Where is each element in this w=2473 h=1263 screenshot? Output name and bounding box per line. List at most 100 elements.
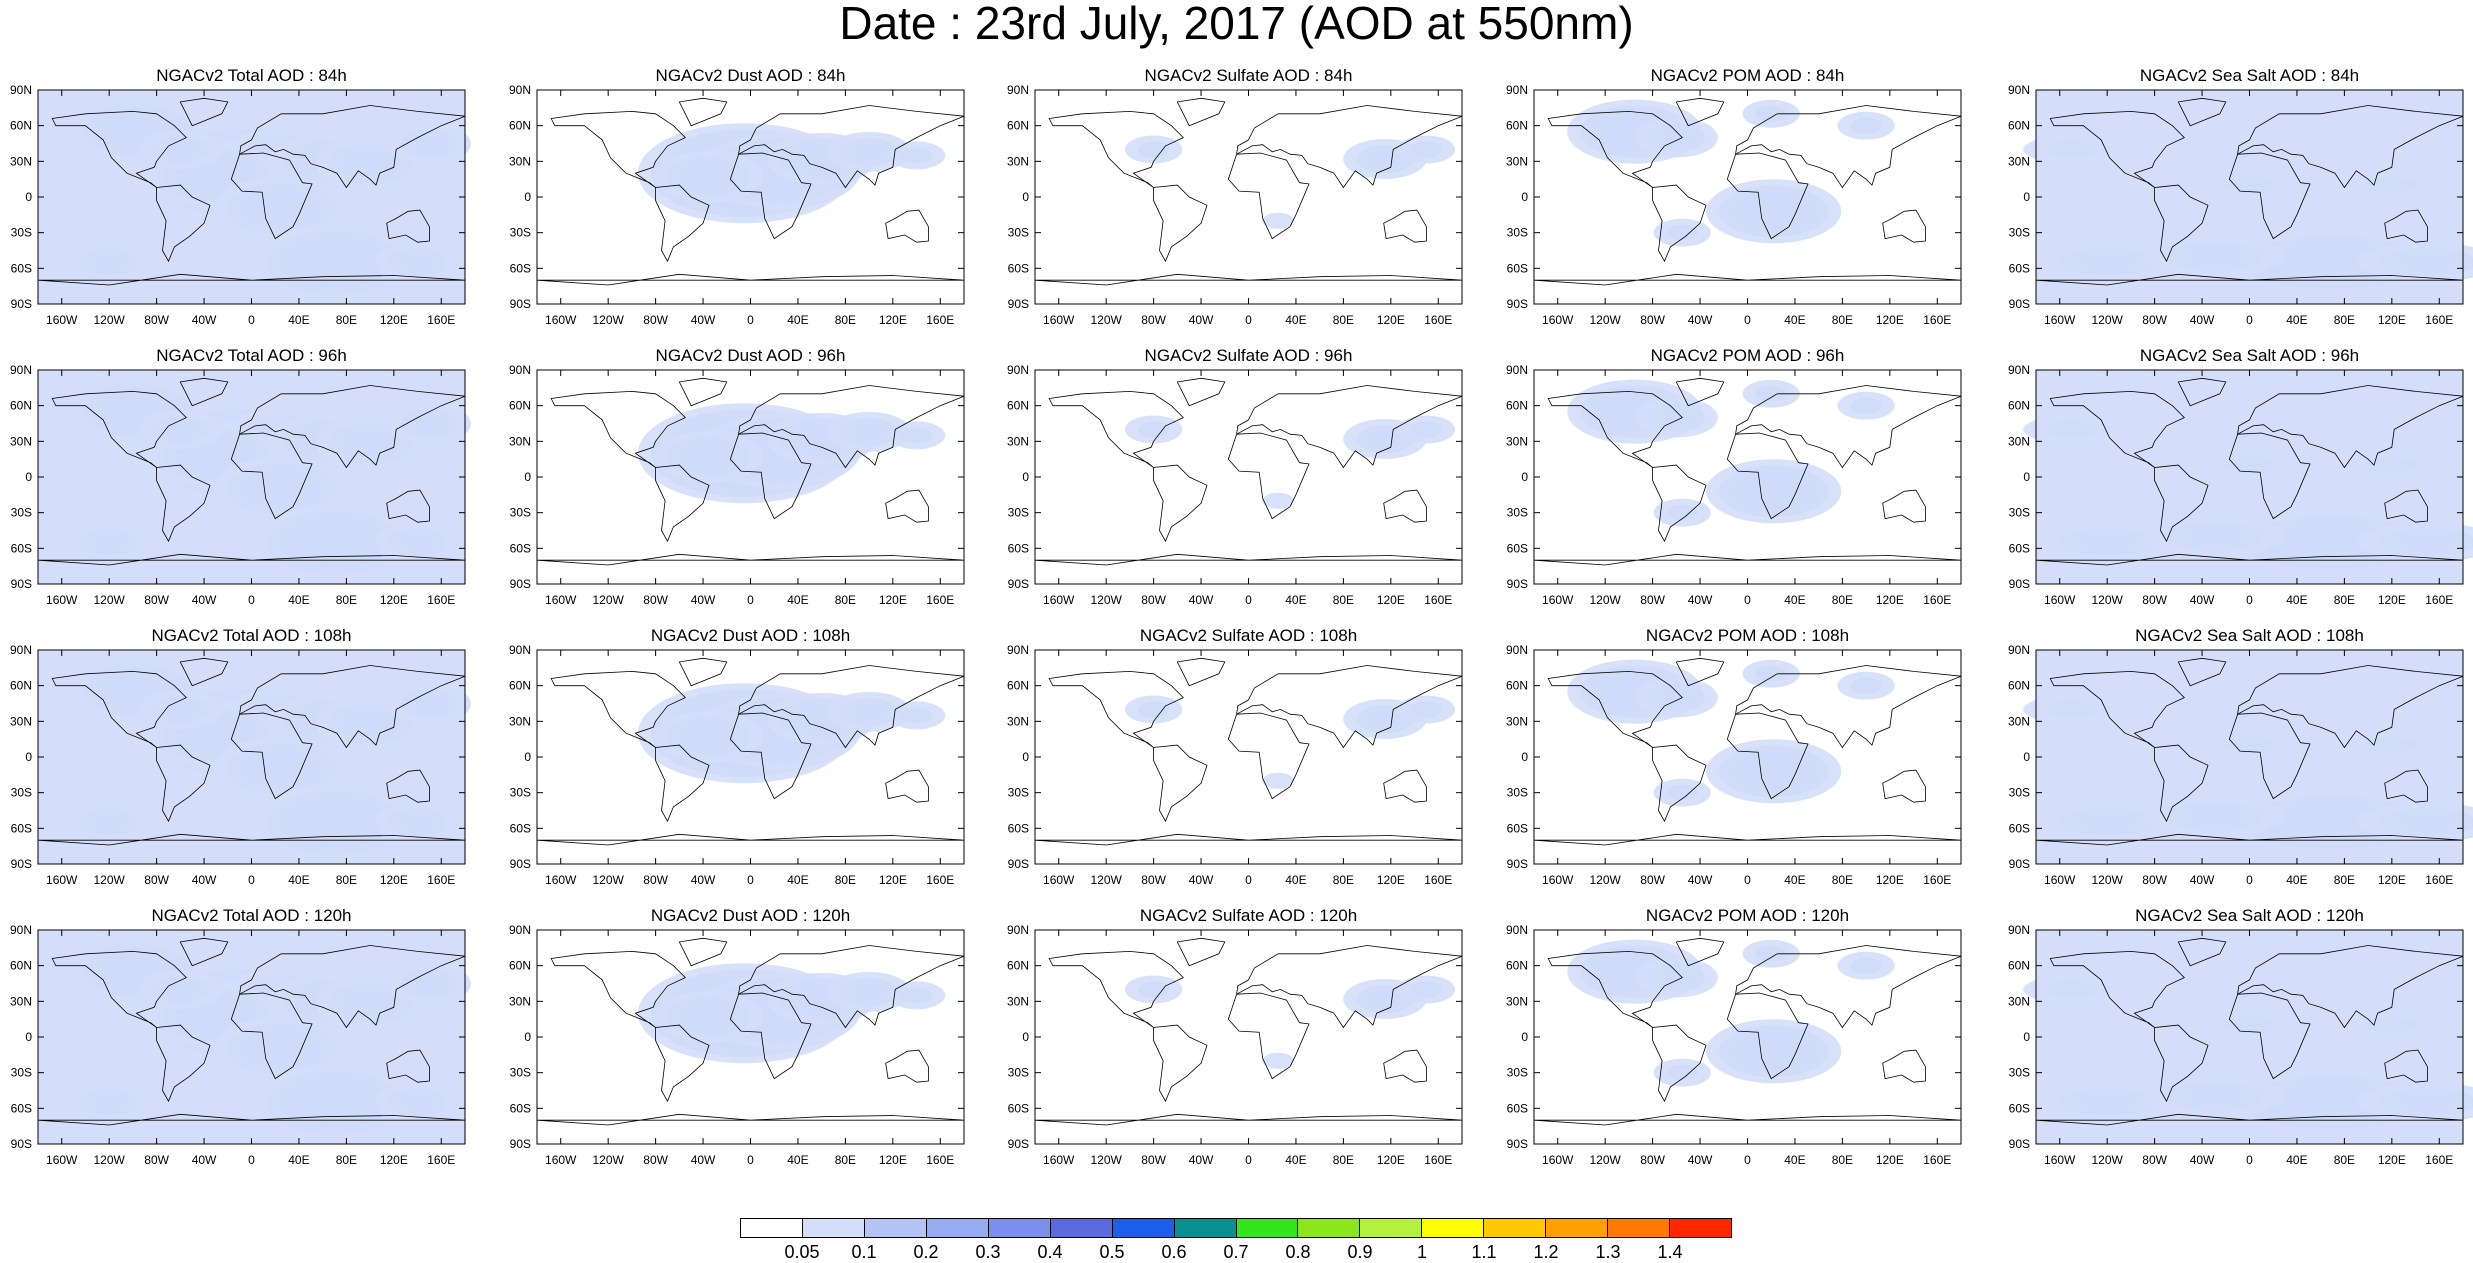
panel-title: NGACv2 Dust AOD : 120h bbox=[650, 906, 851, 925]
panel-title: NGACv2 Sea Salt AOD : 96h bbox=[2139, 346, 2360, 365]
longitude-tick-label: 120W bbox=[2091, 873, 2123, 887]
latitude-tick-label: 60S bbox=[1008, 261, 1029, 275]
coastline bbox=[51, 670, 187, 748]
latitude-tick-label: 90S bbox=[11, 577, 32, 591]
longitude-tick-label: 120W bbox=[592, 313, 624, 327]
map-plot-area: 90N 60N 30N 0 30S 60S 90S 160W 120W 80W 40W 0 40E 80E… bbox=[2008, 83, 2473, 327]
longitude-tick-label: 120E bbox=[1876, 873, 1904, 887]
map-panel: NGACv2 POM AOD : 84h 90N 60N 30N 0 30S 60S 90S 1… bbox=[1496, 66, 1966, 340]
latitude-tick-label: 90N bbox=[1007, 363, 1029, 377]
latitude-tick-label: 30S bbox=[510, 786, 531, 800]
longitude-tick-label: 160W bbox=[1043, 873, 1075, 887]
coastline bbox=[1726, 432, 1809, 520]
longitude-tick-label: 0 bbox=[248, 1153, 255, 1167]
latitude-tick-label: 30N bbox=[1506, 434, 1528, 448]
aod-blob bbox=[887, 981, 946, 1010]
latitude-tick-label: 60S bbox=[11, 261, 32, 275]
coastline bbox=[2049, 670, 2185, 748]
coastline bbox=[729, 712, 812, 800]
latitude-tick-label: 30N bbox=[509, 154, 531, 168]
aod-blob bbox=[2343, 171, 2441, 200]
colorbar-swatch bbox=[926, 1219, 989, 1237]
colorbar-swatches bbox=[740, 1218, 1732, 1238]
panel-title: NGACv2 Total AOD : 108h bbox=[151, 626, 352, 645]
longitude-tick-label: 80W bbox=[144, 313, 169, 327]
latitude-tick-label: 60N bbox=[1007, 679, 1029, 693]
map-panel: NGACv2 Dust AOD : 120h 90N 60N 30N 0 30S 60S 90… bbox=[499, 906, 969, 1180]
latitude-tick-label: 90S bbox=[11, 857, 32, 871]
aod-blob bbox=[2036, 802, 2178, 843]
panel-title: NGACv2 POM AOD : 108h bbox=[1645, 626, 1850, 645]
aod-blob bbox=[138, 409, 222, 450]
aod-blob bbox=[2143, 236, 2285, 277]
world-map: 90N 60N 30N 0 30S 60S 90S 160W 120W 80W 40W 0 40E 80E… bbox=[1506, 923, 1962, 1167]
coastline bbox=[1547, 950, 1683, 1028]
longitude-tick-label: 40E bbox=[2286, 873, 2307, 887]
latitude-tick-label: 60S bbox=[2009, 1101, 2030, 1115]
longitude-tick-label: 0 bbox=[2246, 873, 2253, 887]
latitude-tick-label: 90N bbox=[10, 643, 32, 657]
latitude-tick-label: 60N bbox=[1007, 119, 1029, 133]
latitude-tick-label: 60N bbox=[509, 959, 531, 973]
latitude-tick-label: 30S bbox=[510, 226, 531, 240]
latitude-tick-label: 0 bbox=[1521, 190, 1528, 204]
coastline bbox=[179, 97, 229, 127]
coastline bbox=[1726, 712, 1809, 800]
world-map: 90N 60N 30N 0 30S 60S 90S 160W 120W 80W 40W 0 40E 80E… bbox=[2008, 643, 2473, 887]
coastline bbox=[2177, 97, 2227, 127]
longitude-tick-label: 80E bbox=[1333, 313, 1354, 327]
map-plot-area: 90N 60N 30N 0 30S 60S 90S 160W 120W 80W 40W 0 40E 80E… bbox=[1007, 83, 1463, 327]
coastline bbox=[156, 464, 211, 543]
latitude-tick-label: 90S bbox=[2009, 857, 2030, 871]
longitude-tick-label: 120W bbox=[2091, 593, 2123, 607]
longitude-tick-label: 80W bbox=[643, 593, 668, 607]
latitude-tick-label: 60N bbox=[1007, 399, 1029, 413]
longitude-tick-label: 120W bbox=[2091, 313, 2123, 327]
coastline bbox=[230, 712, 313, 800]
map-panel: NGACv2 Total AOD : 84h 90N 60N 30N 0 30S 60S 90… bbox=[0, 66, 472, 340]
map-plot-area: 90N 60N 30N 0 30S 60S 90S 160W 120W 80W 40W 0 40E 80E… bbox=[1007, 923, 1463, 1167]
longitude-tick-label: 160E bbox=[1923, 313, 1951, 327]
latitude-tick-label: 30N bbox=[1007, 154, 1029, 168]
coastline bbox=[729, 152, 812, 240]
coastline bbox=[1882, 489, 1926, 523]
map-panel: NGACv2 POM AOD : 120h 90N 60N 30N 0 30S 60S 90S… bbox=[1496, 906, 1966, 1180]
longitude-tick-label: 120E bbox=[2378, 313, 2406, 327]
coastline bbox=[1048, 390, 1184, 468]
colorbar-swatch bbox=[1484, 1219, 1547, 1237]
coastline bbox=[1227, 152, 1310, 240]
coastline bbox=[37, 273, 466, 286]
colorbar-swatch bbox=[802, 1219, 865, 1237]
coastline bbox=[51, 390, 187, 468]
aod-blob bbox=[1837, 391, 1895, 420]
longitude-tick-label: 160W bbox=[1542, 593, 1574, 607]
latitude-tick-label: 60N bbox=[509, 119, 531, 133]
aod-blob bbox=[1705, 1019, 1842, 1084]
longitude-tick-label: 40E bbox=[288, 593, 309, 607]
longitude-tick-label: 120E bbox=[1377, 593, 1405, 607]
longitude-tick-label: 120W bbox=[93, 1153, 125, 1167]
coastline bbox=[655, 184, 710, 263]
longitude-tick-label: 120W bbox=[1589, 873, 1621, 887]
coastline bbox=[1236, 945, 1463, 1029]
aod-blob bbox=[1705, 459, 1842, 524]
latitude-tick-label: 30N bbox=[10, 994, 32, 1008]
map-panel: NGACv2 Sea Salt AOD : 84h 90N 60N 30N 0 30S 60… bbox=[1998, 66, 2473, 340]
aod-blob bbox=[1634, 117, 1718, 158]
aod-blob bbox=[1653, 778, 1711, 807]
longitude-tick-label: 40E bbox=[1285, 313, 1306, 327]
coastline bbox=[2035, 1113, 2464, 1126]
coastline bbox=[2154, 744, 2209, 823]
latitude-tick-label: 90S bbox=[11, 297, 32, 311]
latitude-tick-label: 90N bbox=[1506, 923, 1528, 937]
coastline bbox=[1383, 209, 1427, 243]
longitude-tick-label: 120W bbox=[1589, 1153, 1621, 1167]
aod-blob bbox=[1125, 135, 1183, 164]
longitude-tick-label: 80E bbox=[2334, 313, 2355, 327]
coastline bbox=[1675, 657, 1725, 687]
latitude-tick-label: 30S bbox=[2009, 1066, 2030, 1080]
world-map: 90N 60N 30N 0 30S 60S 90S 160W 120W 80W 40W 0 40E 80E… bbox=[10, 643, 472, 887]
latitude-tick-label: 30N bbox=[1506, 714, 1528, 728]
longitude-tick-label: 40W bbox=[2190, 873, 2215, 887]
coastline bbox=[1652, 184, 1707, 263]
